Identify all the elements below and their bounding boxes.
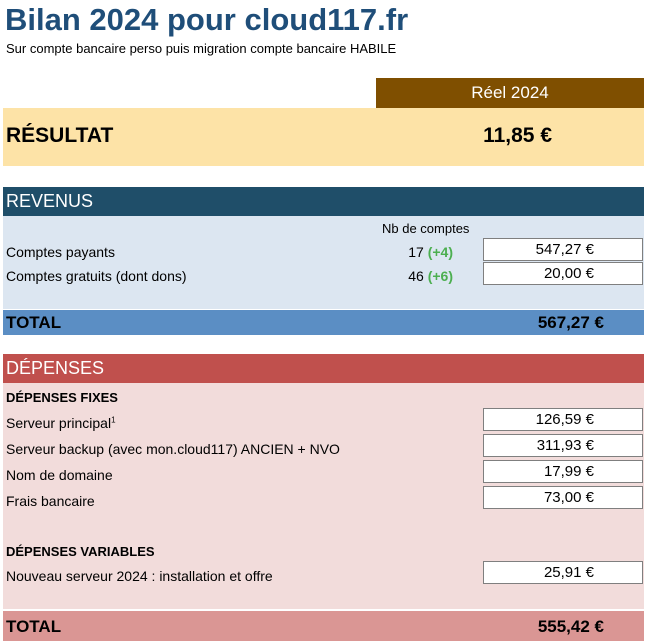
resultat-band xyxy=(3,108,644,166)
expense-row-label: Nom de domaine xyxy=(6,467,113,483)
depenses-fixes-heading: DÉPENSES FIXES xyxy=(6,390,118,405)
expense-value-cell[interactable]: 25,91 € xyxy=(483,561,643,584)
page-title: Bilan 2024 pour cloud117.fr xyxy=(5,2,409,37)
count-column-header: Nb de comptes xyxy=(382,221,470,236)
expense-label-text: Serveur principal xyxy=(6,415,112,431)
revenue-row-count: 46 (+6) xyxy=(373,268,453,284)
account-count-delta: (+6) xyxy=(427,268,453,284)
resultat-label: RÉSULTAT xyxy=(6,124,114,147)
revenus-header-label: REVENUS xyxy=(6,191,94,211)
account-count: 46 xyxy=(408,268,424,284)
revenue-value-cell[interactable]: 547,27 € xyxy=(483,238,643,261)
revenue-row-label: Comptes gratuits (dont dons) xyxy=(6,268,187,284)
revenue-row-label: Comptes payants xyxy=(6,244,115,260)
depenses-header: DÉPENSES xyxy=(3,354,644,383)
total-depenses-label: TOTAL xyxy=(6,617,62,636)
revenue-row-count: 17 (+4) xyxy=(373,244,453,260)
total-depenses-row: TOTAL 555,42 € xyxy=(3,611,644,641)
expense-row-label: Serveur principal1 xyxy=(6,415,116,431)
revenus-header: REVENUS xyxy=(3,187,644,216)
expense-value-cell[interactable]: 73,00 € xyxy=(483,486,643,509)
depenses-header-label: DÉPENSES xyxy=(6,358,105,378)
expense-row-label: Nouveau serveur 2024 : installation et o… xyxy=(6,568,273,584)
expense-value-cell[interactable]: 126,59 € xyxy=(483,408,643,431)
page-subtitle: Sur compte bancaire perso puis migration… xyxy=(6,41,397,56)
total-revenus-value: 567,27 € xyxy=(537,313,604,332)
revenue-value-cell[interactable]: 20,00 € xyxy=(483,262,643,285)
column-header-real-2024: Réel 2024 xyxy=(376,78,644,108)
account-count-delta: (+4) xyxy=(427,244,453,260)
expense-value-cell[interactable]: 311,93 € xyxy=(483,434,643,457)
account-count: 17 xyxy=(408,244,424,260)
resultat-value: 11,85 € xyxy=(483,124,552,147)
expense-row-label: Serveur backup (avec mon.cloud117) ANCIE… xyxy=(6,441,340,457)
total-revenus-row: TOTAL 567,27 € xyxy=(3,310,644,335)
total-revenus-label: TOTAL xyxy=(6,313,62,332)
depenses-variables-heading: DÉPENSES VARIABLES xyxy=(6,544,155,559)
expense-value-cell[interactable]: 17,99 € xyxy=(483,460,643,483)
footnote-marker: 1 xyxy=(111,415,116,425)
total-depenses-value: 555,42 € xyxy=(537,617,604,636)
expense-row-label: Frais bancaire xyxy=(6,493,95,509)
